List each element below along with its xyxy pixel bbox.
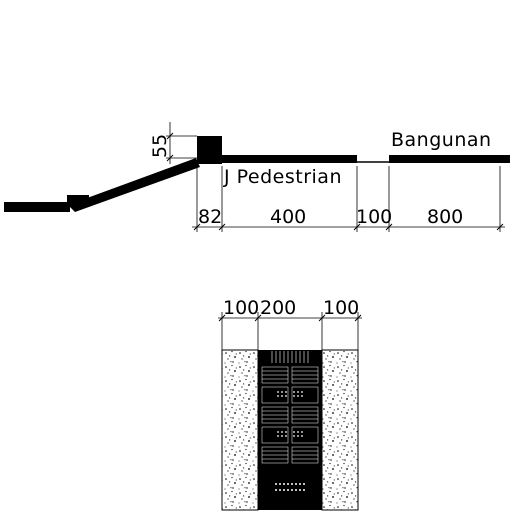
tactile-dots [275, 391, 305, 491]
building-width-text: 800 [427, 206, 463, 228]
tactile-strip [258, 350, 322, 510]
gap-width-text: 100 [356, 206, 392, 228]
pedestrian-label: J Pedestrian [223, 166, 342, 188]
road-slab [4, 202, 70, 212]
building-slab [389, 155, 510, 163]
curb-height-text: 55 [149, 134, 171, 158]
paving-plan: 100 200 100 [218, 297, 362, 511]
tactile-strip-text: 200 [260, 297, 296, 319]
left-strip-text: 100 [223, 297, 259, 319]
right-paving-strip [321, 349, 359, 511]
curb-height-dimension: 55 [149, 122, 197, 164]
building-label: Bangunan [391, 129, 492, 151]
curb-block [197, 136, 222, 164]
tactile-grid [261, 366, 319, 464]
ramp-slope [68, 158, 200, 212]
pedestrian-slab [222, 155, 357, 163]
right-strip-text: 100 [323, 297, 359, 319]
pedestrian-width-text: 400 [270, 206, 306, 228]
plan-dimensions: 100 200 100 [218, 297, 362, 350]
horizontal-dimensions: 82 400 100 800 [192, 166, 505, 232]
top-hatch [271, 351, 309, 363]
section-profile: J Pedestrian Bangunan 55 [4, 122, 510, 232]
curb-width-text: 82 [198, 206, 222, 228]
left-paving-strip [221, 349, 259, 511]
